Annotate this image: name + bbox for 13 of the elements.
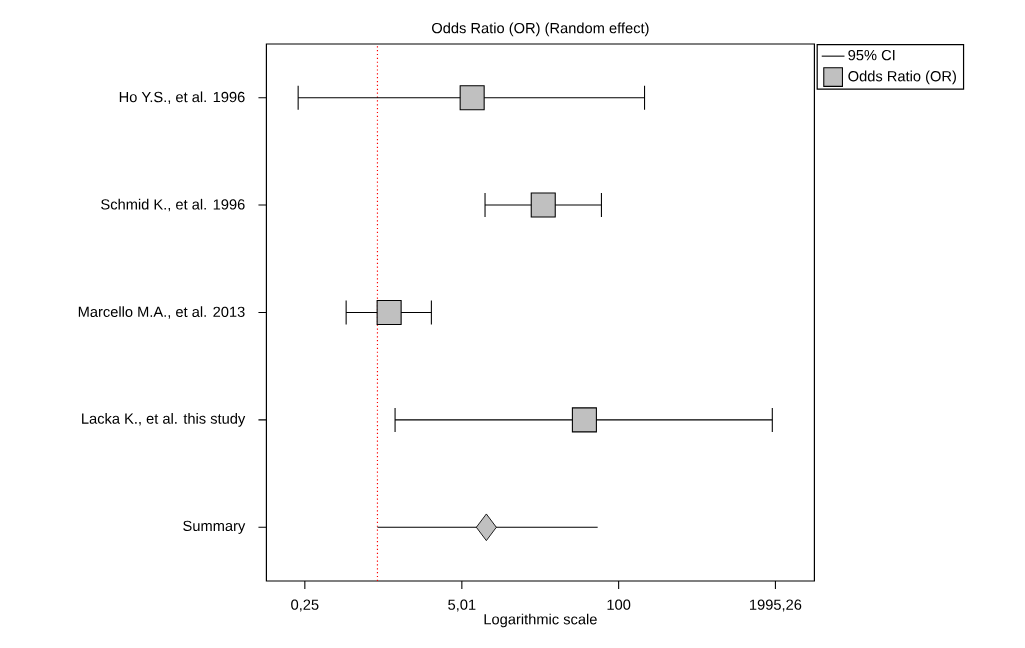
legend-label: Odds Ratio (OR) <box>848 70 956 85</box>
y-tick-label: Lacka K., et al. this study <box>82 413 246 427</box>
y-tick-label: Marcello M.A., et al. 2013 <box>78 306 245 319</box>
x-axis-title: Logarithmic scale <box>484 613 597 628</box>
x-tick-label: 100 <box>607 599 631 610</box>
x-tick-label: 0,25 <box>291 599 319 612</box>
x-tick-label: 1995,26 <box>750 599 802 612</box>
text: 95% CI <box>848 49 895 61</box>
x-tick-label: 5,01 <box>448 599 476 612</box>
y-tick-label: Ho Y.S., et al. 1996 <box>119 91 245 104</box>
y-tick-label: Summary <box>183 520 246 534</box>
chart-title: Odds Ratio (OR) (Random effect) <box>432 22 649 37</box>
y-tick-label: Schmid K., et al. 1996 <box>101 198 245 212</box>
